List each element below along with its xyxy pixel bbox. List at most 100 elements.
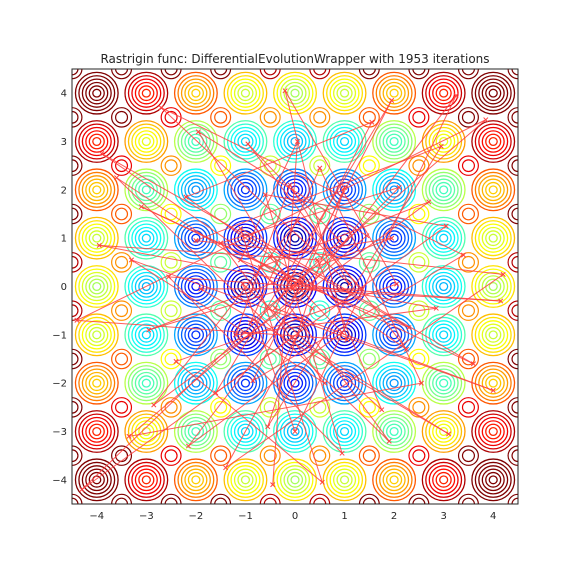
contour-ring [33,224,62,252]
contour-ring [134,81,158,105]
contour-ring [539,428,547,436]
contour-ring [382,130,406,153]
contour-ring [273,71,317,115]
path-point [240,281,246,287]
contour-ring [362,255,376,269]
path-point [337,238,343,244]
path-point [237,257,244,263]
contour-ring [478,320,509,350]
contour-ring [474,316,512,353]
contour-ring [432,420,456,443]
contour-ring [521,217,564,259]
path-segment [148,237,392,331]
contour-ring [532,276,554,297]
contour-ring [177,413,215,450]
contour-ring [408,252,430,273]
path-point [158,105,164,111]
contour-ring [329,223,360,253]
contour-ring [78,123,116,160]
path-segment [160,107,464,256]
contour-ring [474,268,512,305]
path-point [183,194,189,200]
contour-ring [131,271,162,302]
contour-ring [439,378,449,388]
path-point [282,88,288,94]
contour-ring [309,69,331,80]
contour-ring [379,126,410,157]
path-point [396,184,402,190]
path-segment [240,228,474,365]
contour-ring [92,330,102,340]
contour-ring [180,465,211,495]
contour-ring [26,507,69,549]
contour-ring [539,41,547,49]
contour-ring [139,521,154,536]
contour-ring [33,514,62,542]
contour-ring [88,230,105,247]
contour-ring [92,475,102,485]
contour-ring [532,34,554,55]
contour-ring [141,88,151,98]
contour-ring [142,524,150,532]
contour-ring [283,468,307,492]
contour-ring [230,416,261,447]
contour-ring [92,233,102,243]
contour-ring [339,378,350,388]
optimizer-path [74,88,506,493]
contour-ring [290,475,300,485]
path-segment [81,336,293,490]
contour-ring [507,397,518,418]
contour-ring [358,493,380,504]
contour-ring [379,416,410,447]
contour-ring [489,41,497,49]
contour-ring [276,365,314,402]
path-segment [292,336,449,435]
contour-ring [412,497,426,504]
contour-ring [375,413,413,450]
path-segment [220,242,326,384]
contour-ring [131,175,162,205]
contour-ring [78,268,116,305]
path-segment [175,361,323,483]
contour-ring [474,75,512,112]
contour-ring [382,420,406,443]
contour-ring [184,178,208,202]
contour-ring [33,176,62,204]
contour-ring [485,230,502,247]
path-point [138,204,144,210]
contour-ring [226,123,264,160]
contour-ring [173,458,218,502]
contour-ring [187,326,204,343]
contour-ring [240,88,251,98]
contour-ring [309,107,331,128]
contour-ring [89,521,104,536]
contour-ring [525,221,561,256]
contour-ring [525,317,561,352]
contour-ring [425,171,463,208]
contour-ring [528,417,557,445]
path-point [460,252,467,258]
contour-ring [214,400,228,414]
contour-ring [223,410,268,453]
path-point [128,257,135,263]
contour-ring [326,461,364,498]
contour-ring [309,493,331,504]
contour-ring [528,466,557,494]
contour-ring [290,378,300,388]
contour-ring [428,271,459,302]
path-point [193,238,199,244]
path-point [339,329,345,335]
contour-ring [339,88,350,98]
contour-ring [259,493,281,504]
contour-ring [471,168,516,212]
contour-ring [286,423,304,440]
contour-ring [435,423,452,440]
contour-ring [535,376,550,391]
contour-ring [485,181,502,198]
contour-ring [226,75,264,112]
contour-ring [372,410,417,453]
contour-ring [412,255,426,269]
path-point [314,257,320,263]
contour-ring [309,155,331,176]
